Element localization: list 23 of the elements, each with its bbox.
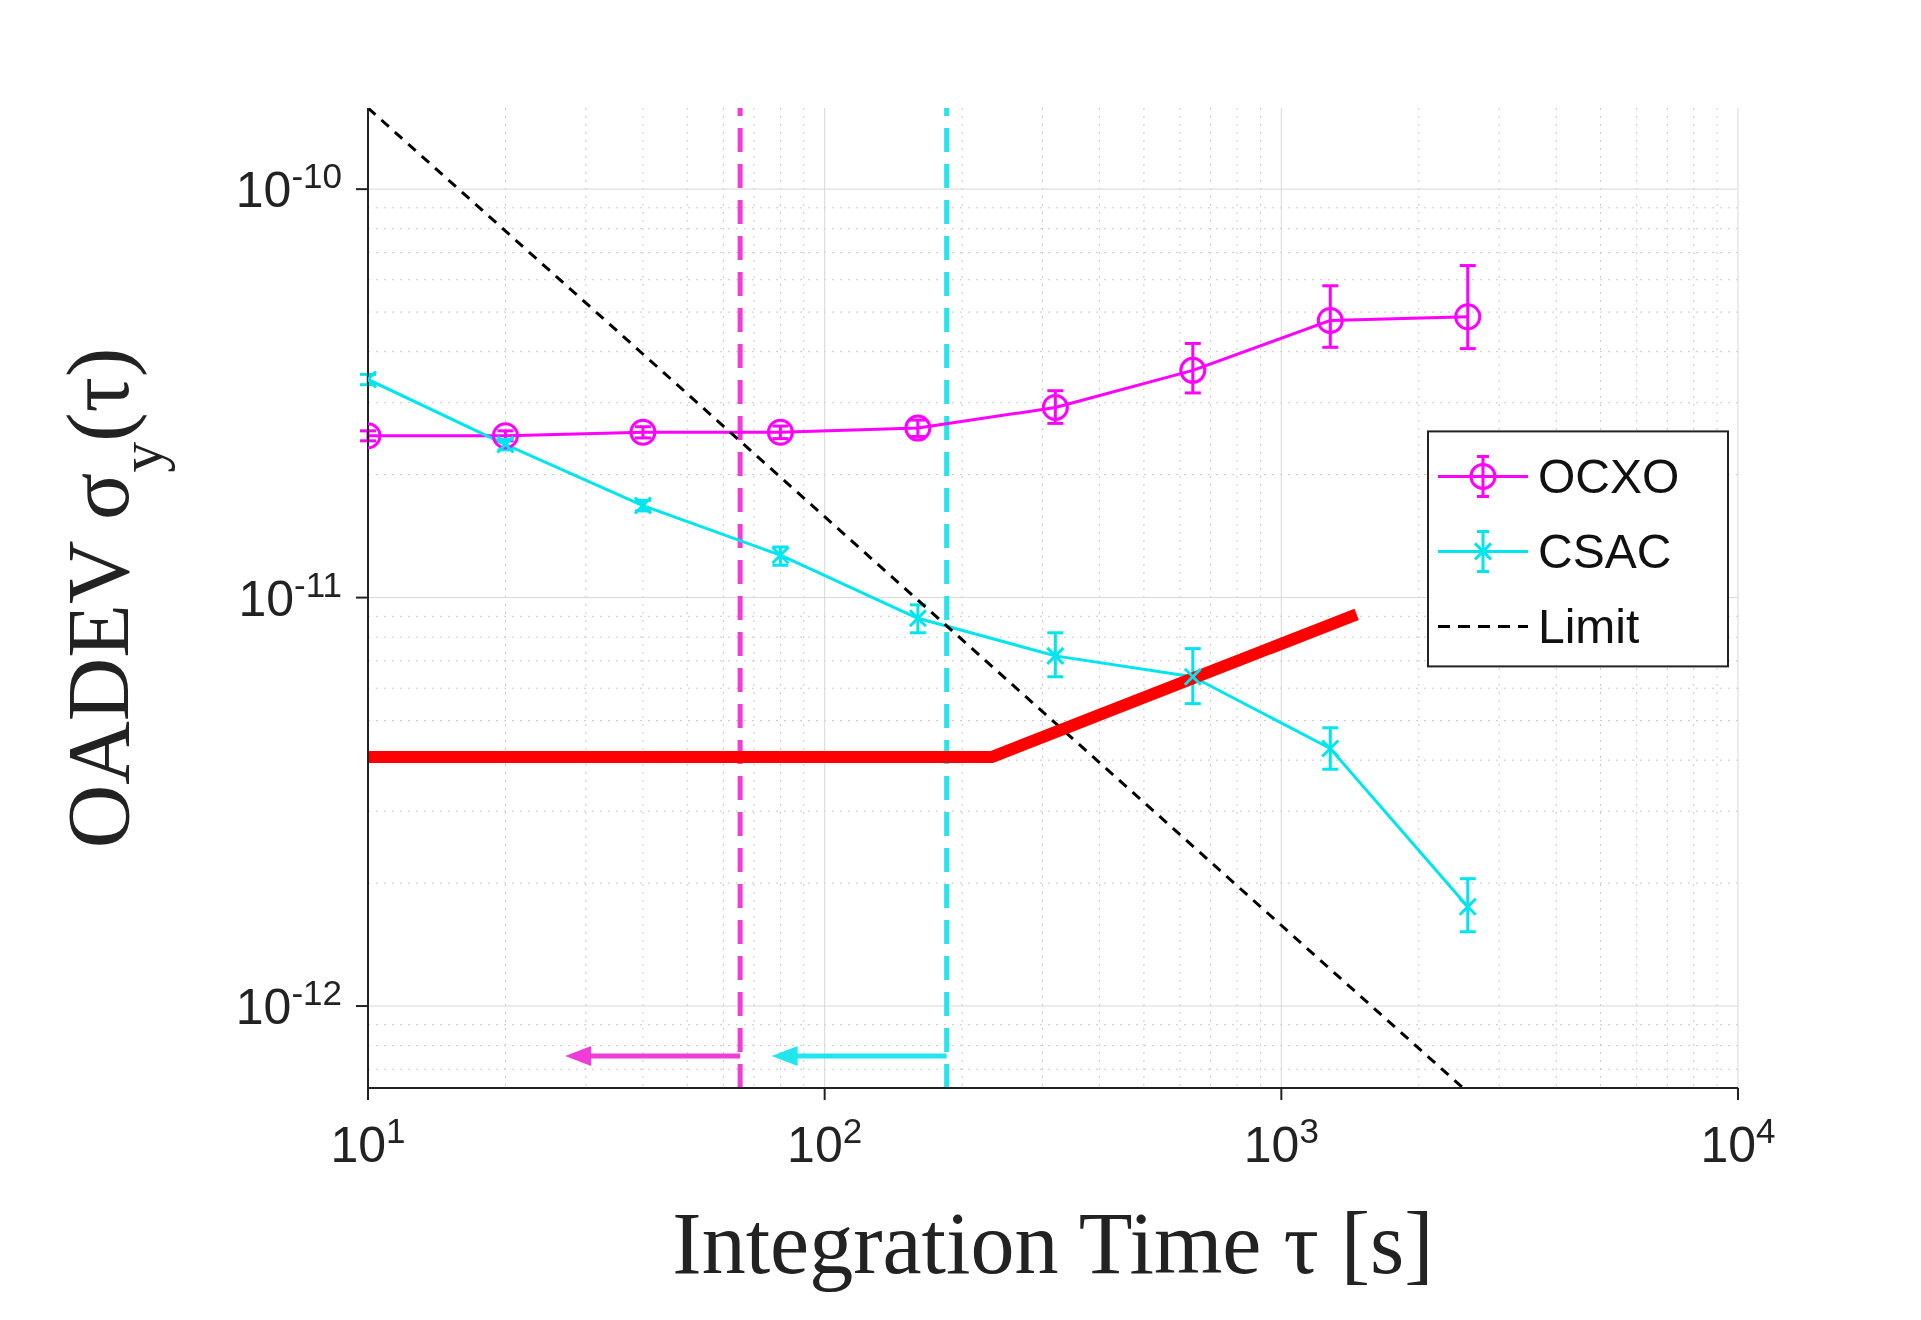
x-tick-label: 10$^{1}$ [330,1110,406,1173]
point [766,418,794,446]
x-tick-label: 10$^{2}$ [787,1110,863,1173]
point [1041,394,1069,422]
point [1454,303,1482,331]
legend-label: CSAC [1538,525,1672,579]
point [1179,356,1207,384]
legend-label: OCXO [1538,450,1680,504]
point [1183,667,1203,687]
point [1045,646,1065,666]
point [1458,897,1478,917]
point [908,608,928,628]
y-tick-label: 10$^{-12}$ [235,972,342,1036]
y-tick-label: 10$^{-10}$ [235,155,342,219]
x-tick-label: 10$^{3}$ [1243,1110,1319,1173]
legend-label: Limit [1538,600,1640,654]
point [629,418,657,446]
point [1320,739,1340,759]
point [1316,306,1344,334]
point [904,414,932,442]
y-tick-label: 10$^{-11}$ [238,564,342,627]
x-axis-title: Integration Time τ [s] [672,1195,1434,1292]
x-tick-label: 10$^{4}$ [1700,1110,1776,1173]
